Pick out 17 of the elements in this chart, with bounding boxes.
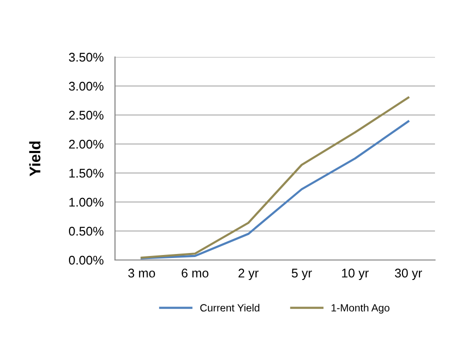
x-tick-label: 6 mo [182, 268, 208, 278]
x-tick-label: 30 yr [394, 268, 422, 280]
y-tick-label: 2.50% [69, 110, 104, 120]
y-tick-label: 3.50% [68, 52, 104, 62]
y-tick-label: 0.50% [68, 226, 104, 236]
x-tick-label: 10 yr [342, 268, 369, 280]
x-tick-label: 3 mo [128, 268, 156, 278]
legend-label: Current Yield [200, 304, 260, 312]
y-tick-label: 3.00% [68, 82, 104, 91]
y-tick-label: 2.00% [69, 140, 104, 149]
y-axis-title: Yield [29, 142, 40, 176]
y-tick-label: 0.00% [68, 256, 104, 265]
x-tick-label: 2 yr [238, 268, 259, 280]
y-tick-label: 1.00% [69, 198, 104, 207]
y-tick-label: 1.50% [69, 168, 104, 178]
x-tick-label: 5 yr [292, 268, 312, 280]
legend-label: 1-Month Ago [332, 304, 390, 314]
